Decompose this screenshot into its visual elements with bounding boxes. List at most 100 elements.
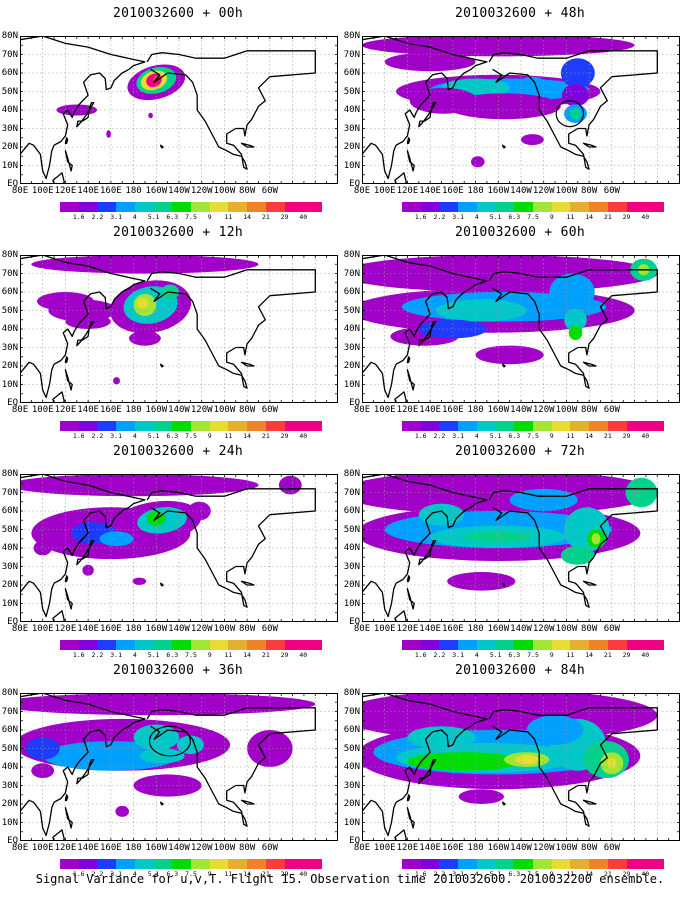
colorbar-label: 4 <box>474 432 479 440</box>
island-coastline <box>418 101 437 128</box>
colorbar-swatch <box>607 640 627 650</box>
coastline <box>362 36 488 180</box>
colorbar-label: 9 <box>207 870 212 878</box>
colorbar-swatch <box>607 421 627 431</box>
island-coastline <box>52 172 65 184</box>
variance-contour <box>418 319 487 339</box>
island-coastline <box>64 807 73 829</box>
colorbar-swatch <box>134 421 154 431</box>
colorbar <box>402 640 665 650</box>
colorbar-swatch <box>514 421 534 431</box>
island-coastline <box>394 172 407 184</box>
island-coastline <box>240 142 255 148</box>
colorbar-label: 3.1 <box>110 870 123 878</box>
lat-label: 30N <box>1 561 18 572</box>
map-panel: 2010032600 + 12h 80N 70N 60N 50N 40N 30N 20N 10N… <box>2 225 348 443</box>
variance-contour <box>418 503 465 526</box>
map-plot <box>362 255 680 403</box>
colorbar-swatch <box>60 859 79 869</box>
island-coastline <box>240 799 255 805</box>
variance-contour <box>569 108 582 120</box>
lon-label: 180 <box>467 186 484 196</box>
variance-contour <box>447 572 516 591</box>
lon-label: 120E <box>396 624 419 634</box>
colorbar-swatch <box>533 859 552 869</box>
colorbar-swatch <box>645 859 665 869</box>
colorbar-label: 11 <box>224 432 233 440</box>
contour-layer <box>362 693 658 804</box>
lon-label: 120E <box>54 624 77 634</box>
lat-label: 50N <box>343 524 360 535</box>
colorbar-label: 29 <box>280 870 289 878</box>
lon-label: 80W <box>581 405 598 415</box>
lat-label: 70N <box>343 706 360 717</box>
island-coastline <box>52 829 65 841</box>
lon-label: 180 <box>125 405 142 415</box>
lat-label: EQ <box>7 179 18 189</box>
variance-contour <box>137 297 149 309</box>
colorbar-label: 2.2 <box>433 432 446 440</box>
colorbar-swatch <box>420 640 440 650</box>
lon-label: 100E <box>31 624 54 634</box>
colorbar-swatch <box>209 640 229 650</box>
coastline-layer <box>20 36 316 184</box>
lon-label: 180 <box>467 624 484 634</box>
coastline-layer <box>362 693 658 841</box>
coastline <box>362 255 488 399</box>
colorbar-label: 40 <box>641 870 650 878</box>
lat-label: 40N <box>343 324 360 334</box>
lon-label: 160E <box>442 843 464 853</box>
colorbar-labels: 1.6 2.2 3.1 4 5.1 6.3 7.5 9 11 14 21 29 40 <box>402 432 664 440</box>
colorbar-swatch <box>570 421 590 431</box>
lon-label: 120W <box>532 843 555 853</box>
lon-label: 140E <box>77 405 99 415</box>
lat-label: 20N <box>1 142 18 152</box>
variance-contour <box>20 693 316 716</box>
coastline <box>20 474 146 618</box>
lon-label: 160W <box>145 624 168 634</box>
lon-label: 100E <box>31 186 54 196</box>
lon-label: 160W <box>487 843 510 853</box>
colorbar-label: 4 <box>132 432 137 440</box>
colorbar-swatch <box>247 202 266 212</box>
lon-label: 60W <box>261 186 278 196</box>
lon-axis: 80E 100E 120E 140E 160E 180 160W 140W 120W 100W 80… <box>12 624 344 634</box>
lon-label: 100W <box>555 843 578 853</box>
lon-label: 140W <box>168 624 190 634</box>
colorbar-label: 11 <box>566 213 575 221</box>
colorbar-labels: 1.6 2.2 3.1 4 5.1 6.3 7.5 9 11 14 21 29 40 <box>60 651 322 659</box>
lon-label: 100W <box>213 624 236 634</box>
colorbar-label: 2.2 <box>433 870 446 878</box>
colorbar-label: 5.1 <box>147 213 160 221</box>
panel-title: 2010032600 + 84h <box>454 663 586 678</box>
lat-label: 80N <box>343 31 360 41</box>
colorbar-swatch <box>303 859 323 869</box>
colorbar-label: 7.5 <box>185 651 197 659</box>
colorbar-label: 6.3 <box>508 213 521 221</box>
colorbar-swatch <box>439 859 459 869</box>
colorbar-swatch <box>607 859 627 869</box>
colorbar-swatch <box>476 421 496 431</box>
island-coastline <box>406 794 411 801</box>
lat-label: 60N <box>343 506 360 516</box>
colorbar-swatch <box>458 859 477 869</box>
colorbar-label: 7.5 <box>527 432 539 440</box>
colorbar-label: 11 <box>224 870 233 878</box>
island-coastline <box>406 356 411 363</box>
panel-title: 2010032600 + 72h <box>454 444 586 459</box>
colorbar-label: 4 <box>474 213 479 221</box>
variance-contour <box>25 737 60 760</box>
lon-label: 140E <box>419 843 441 853</box>
colorbar-label: 6.3 <box>166 432 179 440</box>
lat-label: 80N <box>1 31 18 41</box>
coastline <box>488 488 658 608</box>
coastline-layer <box>362 474 658 622</box>
lat-label: EQ <box>349 398 360 408</box>
coastline-layer <box>20 474 316 622</box>
colorbar-swatch <box>476 859 496 869</box>
colorbar-swatch <box>191 202 210 212</box>
colorbar-swatch <box>402 859 421 869</box>
panel-title: 2010032600 + 12h <box>112 225 244 240</box>
map-panel: 2010032600 + 84h 80N 70N 60N 50N 40N 30N 20N 10N… <box>344 663 690 881</box>
lat-label: 50N <box>1 305 18 316</box>
